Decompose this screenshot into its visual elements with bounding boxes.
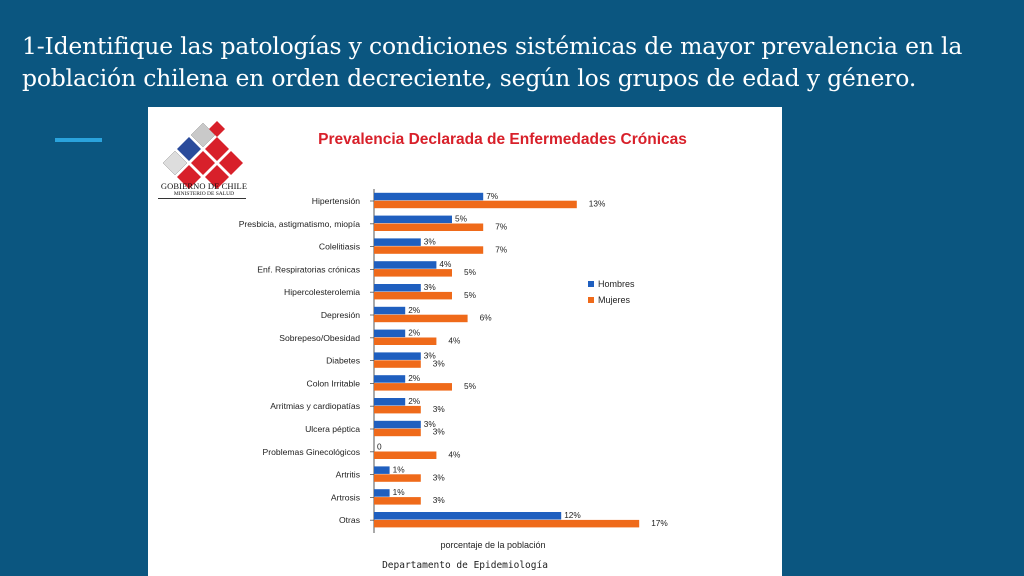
- bar-hombres: [374, 398, 406, 406]
- data-label: 4%: [448, 336, 461, 346]
- data-label: 5%: [464, 267, 477, 277]
- data-label: 7%: [495, 222, 508, 232]
- bar-mujeres: [374, 223, 484, 231]
- data-label: 7%: [495, 244, 508, 254]
- bar-mujeres: [374, 474, 421, 482]
- category-label: Colon Irritable: [307, 378, 361, 388]
- footer-text: Departamento de Epidemiología: [382, 560, 548, 571]
- bar-chart: Hipertensión 7% 13% Presbicia, astigmatismo…: [239, 189, 668, 550]
- bar-hombres: [374, 420, 421, 429]
- data-label: 0: [377, 442, 382, 452]
- bar-mujeres: [374, 497, 421, 505]
- data-label: 7%: [486, 191, 499, 201]
- category-label: Arritmias y cardiopatías: [270, 401, 360, 411]
- slide-title: 1-Identifique las patologías y condicion…: [22, 32, 963, 92]
- bar-hombres: [374, 375, 406, 383]
- bar-mujeres: [374, 451, 437, 459]
- bar-mujeres: [374, 383, 452, 391]
- category-label: Hipertensión: [312, 196, 360, 206]
- bar-hombres: [374, 192, 484, 201]
- x-axis-label: porcentaje de la población: [440, 540, 545, 550]
- data-label: 2%: [408, 373, 421, 383]
- data-label: 5%: [464, 290, 477, 300]
- legend-swatch: [588, 297, 594, 303]
- data-label: 6%: [480, 313, 493, 323]
- data-label: 3%: [424, 236, 437, 246]
- data-label: 2%: [408, 328, 421, 338]
- bar-hombres: [374, 306, 406, 315]
- data-label: 3%: [424, 350, 437, 360]
- category-label: Artrosis: [331, 492, 360, 502]
- data-label: 5%: [455, 214, 468, 224]
- category-label: Otras: [339, 515, 360, 525]
- logo-line2: MINISTERIO DE SALUD: [173, 191, 235, 197]
- category-label: Ulcera péptica: [305, 424, 360, 434]
- category-label: Presbicia, astigmatismo, miopía: [239, 219, 361, 229]
- category-label: Enf. Respiratorias crónicas: [257, 264, 360, 274]
- bar-mujeres: [374, 291, 452, 300]
- category-label: Diabetes: [326, 356, 360, 366]
- data-label: 17%: [651, 518, 668, 528]
- category-label: Colelitiasis: [319, 242, 360, 252]
- gobierno-logo-icon: [162, 121, 243, 189]
- data-label: 1%: [393, 464, 406, 474]
- data-label: 4%: [448, 450, 461, 460]
- bar-mujeres: [374, 519, 640, 528]
- legend-swatch: [588, 281, 594, 287]
- data-label: 3%: [433, 472, 446, 482]
- bar-mujeres: [374, 337, 437, 345]
- bar-mujeres: [374, 200, 577, 209]
- category-label: Problemas Ginecológicos: [263, 447, 360, 457]
- bar-mujeres: [374, 428, 421, 437]
- bar-mujeres: [374, 314, 468, 323]
- category-label: Sobrepeso/Obesidad: [279, 333, 360, 343]
- bar-mujeres: [374, 360, 421, 368]
- category-label: Depresión: [321, 310, 360, 320]
- data-label: 13%: [589, 199, 606, 209]
- data-label: 4%: [439, 259, 452, 269]
- data-label: 3%: [433, 404, 446, 414]
- bar-mujeres: [374, 269, 452, 277]
- chart-panel: GOBIERNO DE CHILE MINISTERIO DE SALUD Pr…: [148, 107, 782, 576]
- legend-label: Hombres: [598, 279, 635, 289]
- accent-bar: [55, 138, 102, 142]
- bar-hombres: [374, 352, 421, 360]
- data-label: 3%: [433, 427, 446, 437]
- data-label: 3%: [433, 495, 446, 505]
- logo-line1: GOBIERNO DE CHILE: [160, 181, 248, 191]
- category-label: Artritis: [336, 470, 360, 480]
- bar-hombres: [374, 466, 390, 474]
- data-label: 3%: [424, 419, 437, 429]
- data-label: 5%: [464, 381, 477, 391]
- data-label: 3%: [433, 358, 446, 368]
- data-label: 2%: [408, 396, 421, 406]
- bar-hombres: [374, 329, 406, 338]
- bar-hombres: [374, 489, 390, 497]
- category-label: Hipercolesterolemia: [284, 287, 360, 297]
- logo-divider: [158, 198, 246, 199]
- bar-hombres: [374, 238, 421, 246]
- data-label: 3%: [424, 282, 437, 292]
- bar-mujeres: [374, 246, 484, 254]
- data-label: 1%: [393, 487, 406, 497]
- data-label: 2%: [408, 305, 421, 315]
- bar-mujeres: [374, 405, 421, 414]
- bar-hombres: [374, 284, 421, 292]
- bar-hombres: [374, 261, 437, 269]
- data-label: 12%: [564, 510, 581, 520]
- legend-label: Mujeres: [598, 295, 631, 305]
- bar-hombres: [374, 215, 452, 224]
- chart-title: Prevalencia Declarada de Enfermedades Cr…: [318, 131, 687, 148]
- bar-hombres: [374, 512, 562, 520]
